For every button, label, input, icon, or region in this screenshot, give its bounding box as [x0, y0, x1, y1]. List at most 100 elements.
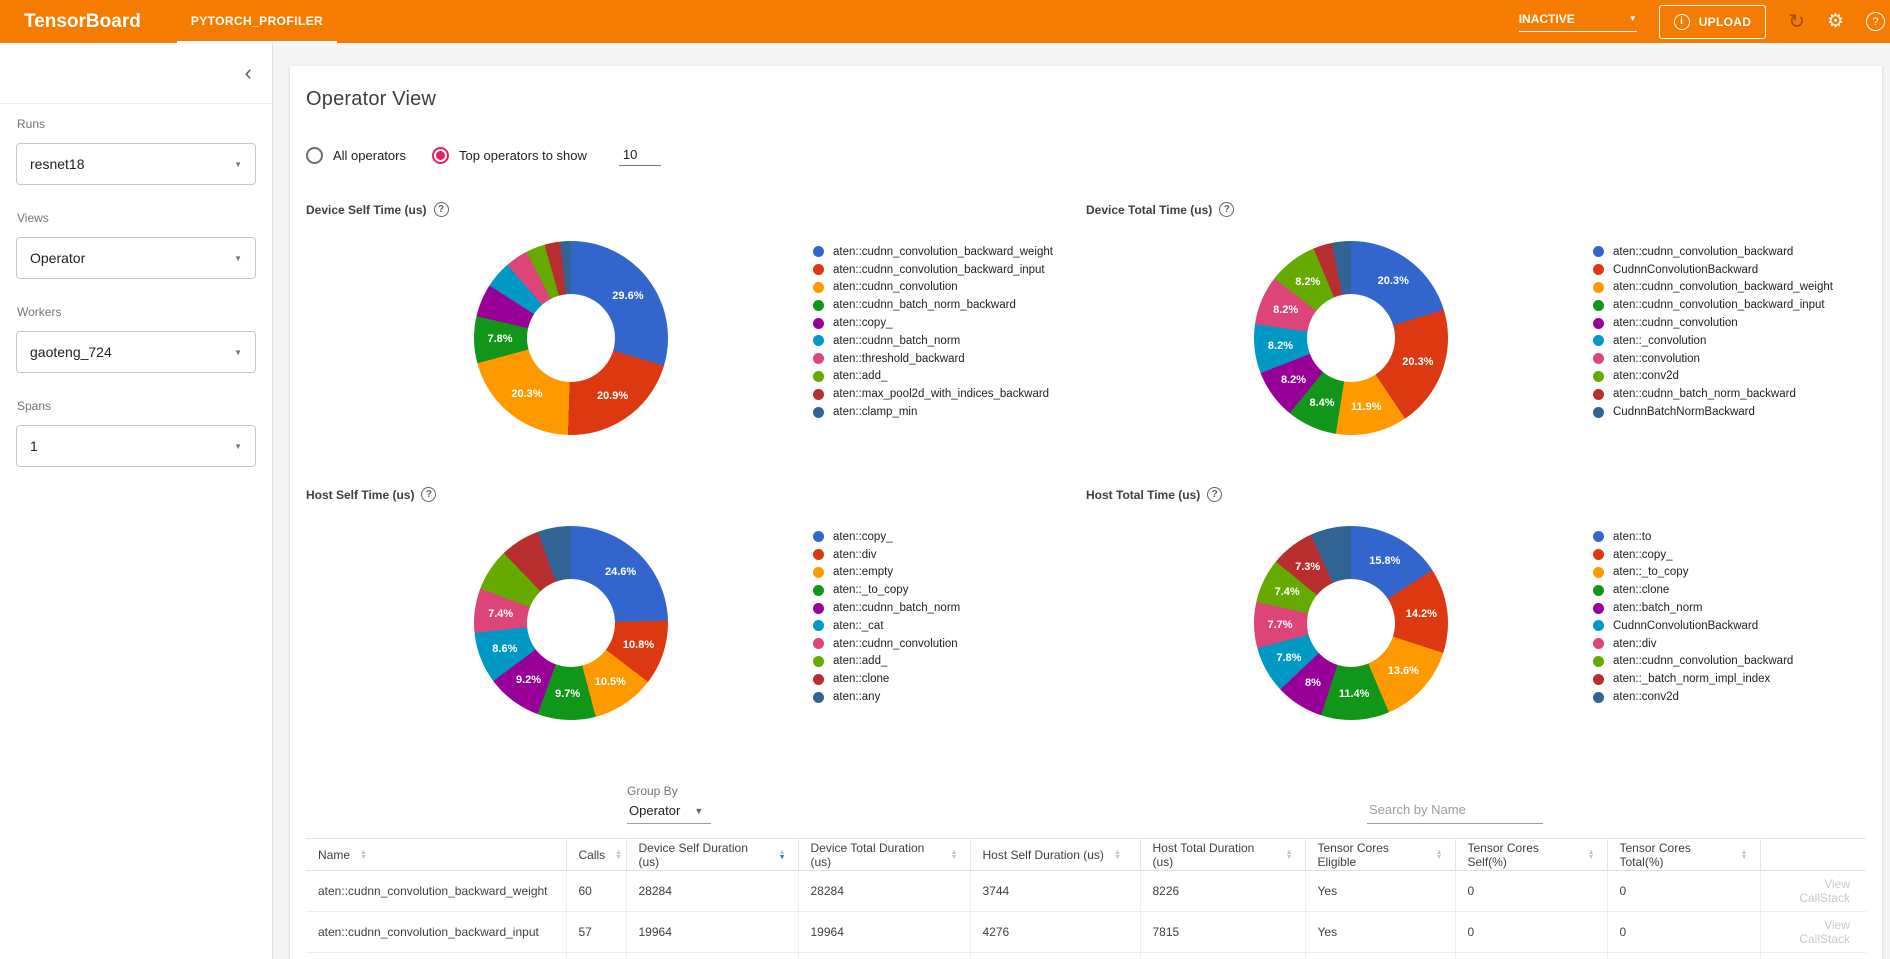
sort-icon[interactable]: ▲ ▼ [1587, 848, 1595, 861]
radio-all-operators-label: All operators [333, 148, 406, 163]
legend-color-dot [813, 335, 824, 347]
pie-chart[interactable]: 15.8% 14.2% 13.6% 11.4% 8% 7.8% 7.7% 7.4% 7.3% [1254, 526, 1448, 720]
table-cell: 19441 [798, 952, 971, 959]
refresh-icon[interactable]: ↻ [1788, 11, 1805, 33]
legend-label: aten::copy_ [833, 317, 893, 330]
legend-item: aten::cudnn_batch_norm [813, 599, 960, 617]
legend-item: aten::_convolution [1593, 332, 1833, 350]
help-question-icon[interactable]: ? [1219, 202, 1235, 217]
table-cell: 8350 [970, 952, 1141, 959]
column-header[interactable]: Name ▲ ▼ [306, 838, 567, 871]
help-question-icon[interactable]: ? [421, 487, 437, 502]
chart-block: Device Self Time (us)? 29.6% 20.9% 20.3% 7.8… [306, 202, 1086, 487]
legend-color-dot [813, 655, 824, 667]
legend-color-dot [1593, 620, 1604, 632]
workers-value: gaoteng_724 [30, 344, 112, 360]
search-input[interactable] [1367, 799, 1543, 824]
column-header[interactable]: Tensor Cores Self(%) ▲ ▼ [1455, 838, 1608, 871]
sort-icon[interactable]: ▲ ▼ [1285, 848, 1293, 861]
legend-label: aten::cudnn_convolution_backward [1613, 245, 1794, 258]
group-by-select[interactable]: Operator ▼ [627, 801, 711, 824]
sort-icon[interactable]: ▲ ▼ [950, 848, 958, 861]
legend-label: aten::clamp_min [833, 406, 918, 419]
column-header[interactable]: Calls ▲ ▼ [566, 838, 627, 871]
table-cell: 11290 [1140, 952, 1306, 959]
legend-label: aten::cudnn_convolution [833, 281, 958, 294]
operator-view-card: Operator View All operators Top operator… [290, 66, 1882, 959]
radio-all-operators[interactable] [306, 147, 323, 164]
status-select[interactable]: INACTIVE ▼ [1518, 12, 1637, 32]
pie-chart[interactable]: 24.6% 10.8% 10.5% 9.7% 9.2% 8.6% 7.4% [474, 526, 668, 720]
column-header[interactable]: Device Total Duration (us) ▲ ▼ [798, 838, 971, 871]
workers-select[interactable]: gaoteng_724 ▼ [16, 331, 256, 373]
legend-color-dot [1593, 281, 1604, 293]
legend-label: aten::copy_ [833, 530, 893, 543]
pie-slice-label: 14.2% [1405, 607, 1437, 620]
table-cell: 4276 [970, 911, 1141, 953]
donut-hole [1307, 294, 1395, 382]
help-icon[interactable]: ? [1866, 12, 1885, 31]
pie-chart[interactable]: 29.6% 20.9% 20.3% 7.8% [474, 241, 668, 435]
collapse-sidebar-icon[interactable]: ‹ [244, 60, 252, 85]
pie-slice-label: 11.4% [1338, 687, 1370, 700]
sort-icon[interactable]: ▲ ▼ [1113, 848, 1121, 861]
column-header[interactable]: Tensor Cores Total(%) ▲ ▼ [1607, 838, 1761, 871]
column-header[interactable]: Device Self Duration (us) ▲ ▼ [626, 838, 799, 871]
legend-color-dot [813, 353, 824, 365]
column-header-label: Tensor Cores Total(%) [1619, 840, 1691, 869]
column-header[interactable]: Tensor Cores Eligible ▲ ▼ [1305, 838, 1456, 871]
radio-top-operators[interactable] [431, 147, 449, 164]
sort-icon[interactable]: ▲ ▼ [1740, 848, 1748, 861]
chart-block: Host Self Time (us)? 24.6% 10.8% 10.5% 9.7% 9… [306, 487, 1086, 772]
tensorboard-logo[interactable]: TensorBoard [24, 10, 141, 32]
spans-select[interactable]: 1 ▼ [16, 425, 256, 467]
runs-value: resnet18 [30, 156, 85, 172]
legend-item: aten::cudnn_convolution_backward_weight [1593, 279, 1833, 297]
column-header-label: Device Total Duration (us) [810, 840, 925, 869]
legend-color-dot [1593, 353, 1604, 365]
legend-item: aten::max_pool2d_with_indices_backward [813, 385, 1053, 403]
sort-icon[interactable]: ▲ ▼ [615, 848, 623, 861]
chart-title: Device Self Time (us) [306, 202, 427, 217]
runs-select[interactable]: resnet18 ▼ [16, 143, 256, 185]
donut-hole [527, 579, 615, 667]
settings-gear-icon[interactable]: ⚙ [1826, 11, 1844, 32]
tab-pytorch-profiler[interactable]: PYTORCH_PROFILER [176, 0, 338, 43]
chevron-down-icon: ▼ [234, 159, 242, 169]
pie-slice-label: 8.4% [1309, 396, 1335, 409]
column-header[interactable]: Host Self Duration (us) ▲ ▼ [970, 838, 1141, 871]
legend-item: aten::cudnn_convolution [813, 635, 960, 653]
sort-icon[interactable]: ▲ ▼ [1435, 848, 1443, 861]
top-operators-count-input[interactable] [618, 145, 661, 166]
view-callstack-link[interactable]: View CallStack [1799, 877, 1850, 905]
spans-value: 1 [30, 438, 38, 454]
help-question-icon[interactable]: ? [1207, 487, 1223, 502]
sort-icon[interactable]: ▲ ▼ [778, 848, 786, 861]
sidebar-collapse-row: ‹ [0, 43, 272, 104]
table-cell: 57 [566, 911, 627, 953]
legend-label: aten::cudnn_convolution [833, 637, 958, 650]
legend-item: aten::cudnn_convolution_backward_input [1593, 296, 1833, 314]
pie-slice-label: 20.3% [1402, 355, 1434, 368]
table-cell: 8226 [1140, 870, 1306, 912]
upload-label: UPLOAD [1698, 14, 1752, 29]
legend-label: CudnnConvolutionBackward [1613, 263, 1759, 276]
legend-item: aten::cudnn_batch_norm_backward [813, 296, 1053, 314]
donut-hole [1307, 579, 1395, 667]
legend-label: aten::cudnn_convolution_backward_weight [1613, 281, 1833, 294]
column-header[interactable]: Host Total Duration (us) ▲ ▼ [1140, 838, 1306, 871]
legend-item: aten::div [1593, 635, 1793, 653]
sort-icon[interactable]: ▲ ▼ [360, 848, 367, 861]
pie-chart[interactable]: 20.3% 20.3% 11.9% 8.4% 8.2% 8.2% 8.2% 8.2% [1254, 241, 1448, 435]
legend-label: aten::cudnn_convolution_backward_input [833, 263, 1045, 276]
legend-color-dot [1593, 566, 1604, 578]
chart-legend: aten::to aten::copy_ aten::_to_copy aten::c… [1593, 526, 1793, 720]
views-select[interactable]: Operator ▼ [16, 237, 256, 279]
column-header-label: Tensor Cores Self(%) [1467, 840, 1539, 869]
view-callstack-link[interactable]: View CallStack [1799, 918, 1850, 946]
legend-color-dot [1593, 549, 1604, 561]
legend-color-dot [1593, 406, 1604, 418]
table-row: aten::cudnn_convolution60194411944183501… [306, 952, 1866, 959]
upload-button[interactable]: i UPLOAD [1658, 4, 1767, 39]
help-question-icon[interactable]: ? [433, 202, 449, 217]
